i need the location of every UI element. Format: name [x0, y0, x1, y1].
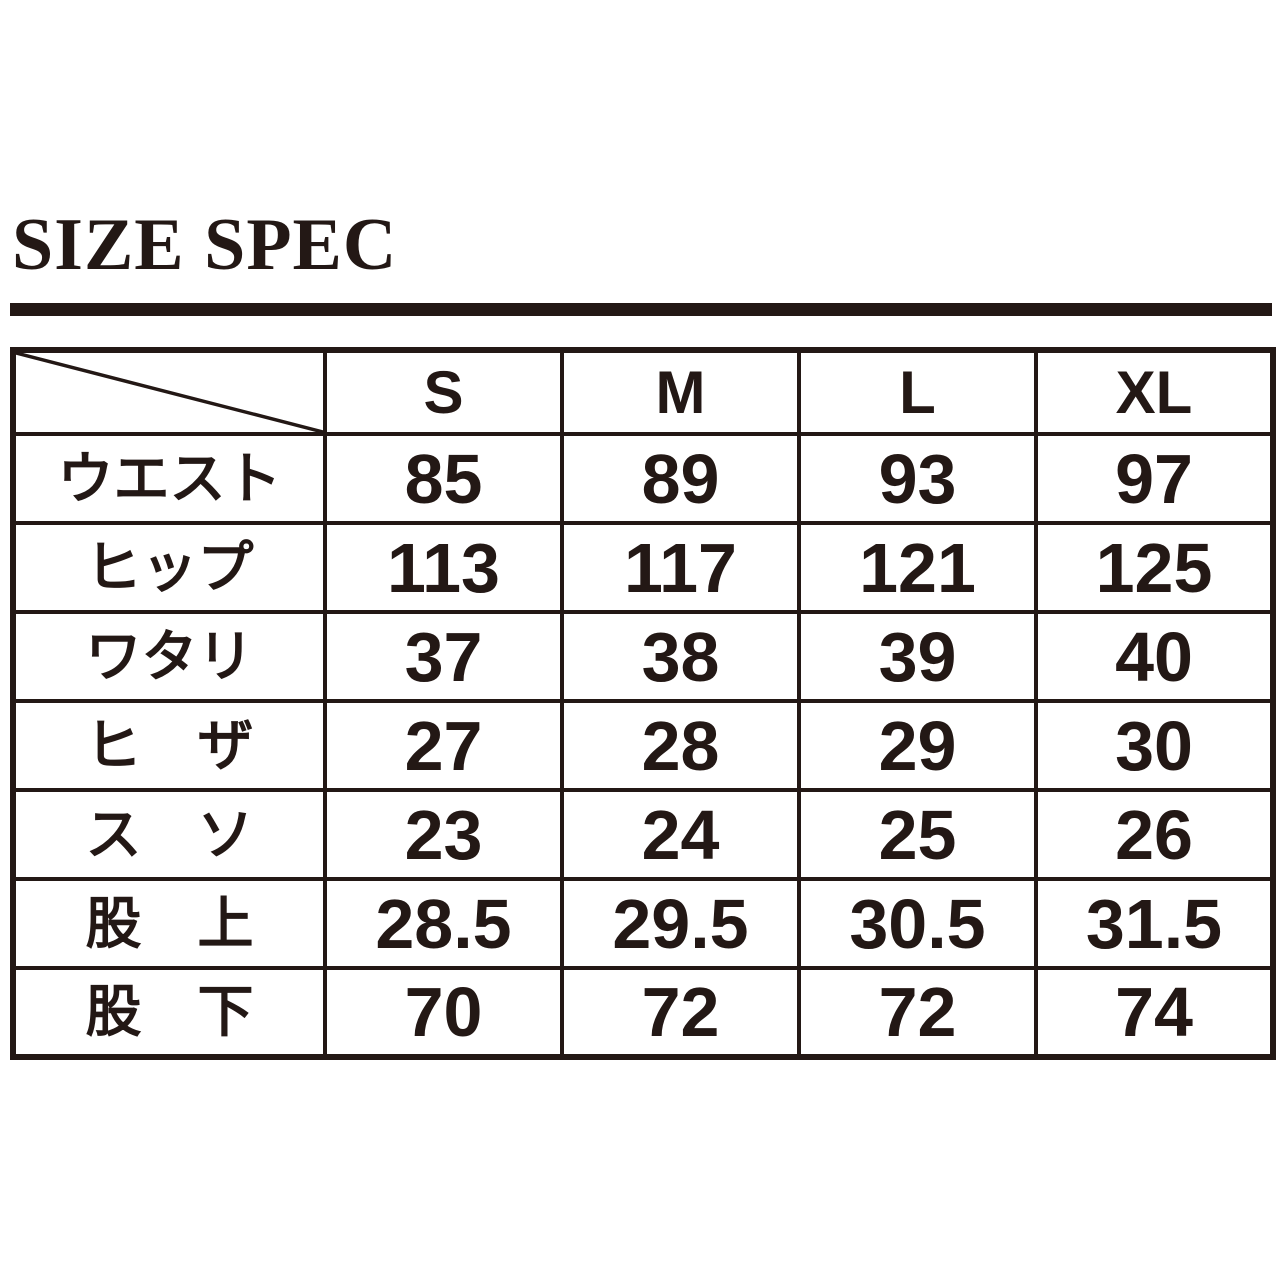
cell-thigh-l: 39 [797, 610, 1038, 703]
cell-hem-xl: 26 [1034, 788, 1275, 881]
cell-rise-s: 28.5 [323, 877, 564, 970]
table-row-waist: ウエスト 85 89 93 97 [11, 432, 1275, 525]
cell-knee-l: 29 [797, 699, 1038, 792]
column-header-xl: XL [1034, 348, 1275, 436]
cell-knee-s: 27 [323, 699, 564, 792]
row-label-rise: 股 上 [11, 877, 327, 970]
cell-hip-xl: 125 [1034, 521, 1275, 614]
cell-hip-s: 113 [323, 521, 564, 614]
cell-inseam-xl: 74 [1034, 966, 1275, 1059]
cell-hip-m: 117 [560, 521, 801, 614]
cell-hip-l: 121 [797, 521, 1038, 614]
cell-waist-s: 85 [323, 432, 564, 525]
column-header-s: S [323, 348, 564, 436]
cell-knee-xl: 30 [1034, 699, 1275, 792]
cell-hem-s: 23 [323, 788, 564, 881]
table-row-hem: ス ソ 23 24 25 26 [11, 788, 1275, 881]
cell-rise-xl: 31.5 [1034, 877, 1275, 970]
cell-thigh-m: 38 [560, 610, 801, 703]
cell-inseam-l: 72 [797, 966, 1038, 1059]
cell-waist-l: 93 [797, 432, 1038, 525]
cell-inseam-m: 72 [560, 966, 801, 1059]
row-label-inseam: 股 下 [11, 966, 327, 1059]
cell-hem-m: 24 [560, 788, 801, 881]
row-label-hip: ヒップ [11, 521, 327, 614]
title-underline-rule [10, 303, 1272, 316]
table-row-rise: 股 上 28.5 29.5 30.5 31.5 [11, 877, 1275, 970]
page-title: SIZE SPEC [12, 204, 398, 286]
cell-rise-m: 29.5 [560, 877, 801, 970]
diagonal-line-icon [16, 353, 323, 432]
cell-rise-l: 30.5 [797, 877, 1038, 970]
cell-inseam-s: 70 [323, 966, 564, 1059]
table-row-inseam: 股 下 70 72 72 74 [11, 966, 1275, 1059]
cell-hem-l: 25 [797, 788, 1038, 881]
cell-knee-m: 28 [560, 699, 801, 792]
row-label-waist: ウエスト [11, 432, 327, 525]
column-header-l: L [797, 348, 1038, 436]
row-label-knee: ヒ ザ [11, 699, 327, 792]
table-row-knee: ヒ ザ 27 28 29 30 [11, 699, 1275, 792]
table-row-thigh: ワタリ 37 38 39 40 [11, 610, 1275, 703]
row-label-thigh: ワタリ [11, 610, 327, 703]
table-row-hip: ヒップ 113 117 121 125 [11, 521, 1275, 614]
column-header-m: M [560, 348, 801, 436]
cell-thigh-xl: 40 [1034, 610, 1275, 703]
corner-cell [11, 348, 327, 436]
size-spec-table: S M L XL ウエスト 85 89 93 97 ヒップ 113 117 12… [10, 347, 1276, 1060]
table-header-row: S M L XL [11, 348, 1275, 436]
cell-waist-m: 89 [560, 432, 801, 525]
row-label-hem: ス ソ [11, 788, 327, 881]
cell-thigh-s: 37 [323, 610, 564, 703]
cell-waist-xl: 97 [1034, 432, 1275, 525]
